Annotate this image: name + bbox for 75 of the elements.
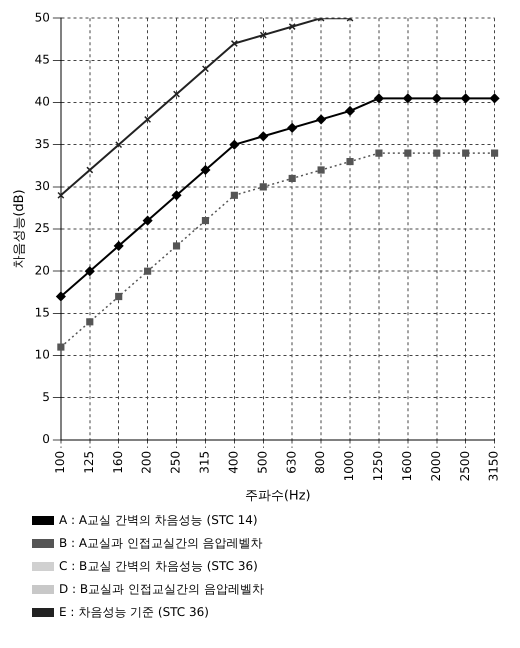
point [288, 23, 296, 30]
point [374, 94, 384, 104]
x-tick-label: 500 [255, 450, 270, 474]
y-tick-label: 25 [34, 221, 50, 236]
x-tick-label: 630 [284, 450, 298, 474]
legend-label: C : B교실 간벽의 차음성능 (STC 36) [59, 558, 258, 575]
y-tick-label: 35 [34, 136, 50, 151]
point [260, 183, 267, 190]
point [230, 40, 238, 48]
x-tick-label: 1000 [342, 450, 356, 482]
point [144, 268, 152, 275]
point [433, 150, 440, 157]
point [86, 318, 94, 326]
point [346, 158, 354, 166]
point [115, 292, 122, 300]
point [230, 192, 238, 199]
point [172, 90, 180, 98]
point [172, 242, 180, 250]
point [318, 166, 325, 174]
point [460, 94, 470, 104]
point [345, 106, 355, 116]
y-axis-title: 차음성능(dB) [12, 189, 28, 269]
point [490, 94, 500, 104]
point [202, 65, 210, 72]
x-tick-label: 315 [198, 450, 212, 474]
x-tick-label: 160 [110, 450, 125, 474]
legend-label: D : B교실과 인접교실간의 음압레벨차 [59, 581, 264, 598]
y-tick-label: 30 [34, 178, 50, 193]
point [114, 241, 124, 251]
y-tick-label: 5 [42, 390, 50, 404]
y-tick-label: 20 [34, 263, 50, 278]
point [85, 266, 95, 276]
x-tick-label: 100 [52, 450, 67, 474]
point [57, 192, 64, 199]
point [287, 123, 297, 133]
legend-label: A : A교실 간벽의 차음성능 (STC 14) [59, 512, 258, 529]
x-axis-title: 주파수(Hz) [244, 488, 311, 504]
y-tick-label: 15 [34, 305, 50, 320]
x-tick-label: 125 [82, 450, 96, 474]
point [375, 150, 383, 157]
y-tick-label: 45 [34, 52, 50, 66]
legend-label: E : 차음성능 기준 (STC 36) [59, 604, 209, 621]
x-tick-label: 400 [226, 450, 240, 474]
x-tick-label: 1600 [400, 450, 414, 482]
y-tick-label: 50 [34, 10, 50, 24]
x-tick-label: 200 [140, 450, 154, 474]
point [403, 94, 413, 104]
legend-label: B : A교실과 인접교실간의 음압레벨차 [59, 535, 263, 552]
point [56, 292, 66, 302]
point [491, 150, 498, 157]
x-tick-label: 2000 [428, 450, 443, 482]
x-tick-label: 2500 [458, 450, 472, 482]
point [115, 141, 122, 148]
point [57, 344, 64, 351]
x-tick-label: 250 [168, 450, 183, 474]
point [260, 31, 267, 39]
point [432, 94, 442, 104]
point [142, 216, 152, 226]
point [258, 132, 268, 142]
point [200, 165, 210, 175]
point [462, 150, 470, 157]
point [144, 116, 152, 123]
x-tick-label: 3150 [486, 450, 501, 482]
y-tick-label: 0 [42, 432, 50, 446]
point [202, 217, 210, 224]
point [288, 174, 296, 182]
y-tick-label: 10 [34, 348, 50, 362]
point [316, 114, 326, 124]
point [172, 190, 182, 200]
x-tick-label: 800 [313, 450, 328, 474]
y-tick-label: 40 [34, 94, 50, 109]
point [404, 150, 412, 157]
point [86, 166, 94, 174]
point [230, 140, 240, 150]
x-tick-label: 1250 [371, 450, 386, 482]
